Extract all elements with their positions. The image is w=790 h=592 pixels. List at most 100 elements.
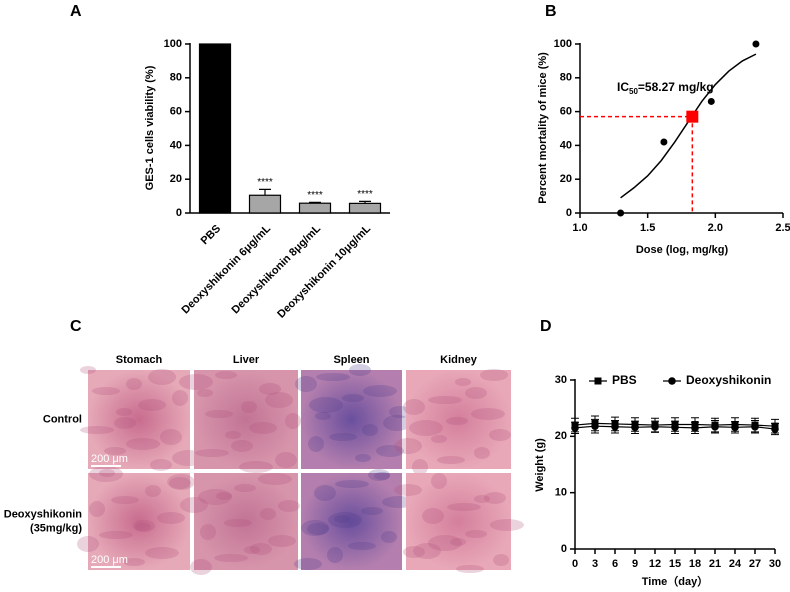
panel-label: A: [70, 3, 82, 20]
tissue-texture: [389, 406, 411, 418]
tissue-texture: [234, 484, 256, 492]
tissue-texture: [455, 378, 471, 386]
tissue-texture: [180, 497, 208, 513]
y-tick-label: 40: [170, 139, 182, 151]
tissue-texture: [349, 364, 371, 376]
row-label: Deoxyshikonin: [4, 508, 83, 520]
ic50-guide: [580, 115, 694, 213]
tissue-texture: [275, 452, 297, 468]
y-axis-label: Weight (g): [534, 438, 546, 492]
tissue-texture: [307, 523, 329, 535]
tissue-texture: [431, 473, 447, 489]
tissue-texture: [205, 410, 233, 418]
histology-image: [301, 473, 402, 570]
x-tick-label: Deoxyshikonin 8μg/mL: [230, 222, 324, 316]
tissue-texture: [80, 426, 114, 434]
tissue-texture: [489, 429, 511, 441]
tissue-texture: [99, 531, 133, 539]
tissue-texture: [314, 485, 336, 501]
row-label: Control: [43, 413, 82, 425]
tissue-texture: [394, 484, 422, 496]
x-tick-label: 24: [729, 558, 742, 570]
tissue-texture: [465, 387, 487, 399]
x-axis-label: Dose (log, mg/kg): [636, 244, 729, 256]
column-label: Liver: [233, 354, 260, 366]
tissue-texture: [447, 503, 481, 511]
tissue-texture: [471, 408, 505, 420]
significance-label: ****: [357, 189, 373, 200]
ic50-annotation: IC50=58.27 mg/kg: [617, 80, 714, 96]
legend-marker: [668, 377, 676, 385]
tissue-texture: [216, 492, 232, 500]
tissue-texture: [403, 546, 425, 558]
tissue-texture: [241, 401, 257, 413]
tissue-texture: [215, 371, 237, 379]
x-tick-label: Deoxyshikonin 6μg/mL: [180, 222, 274, 316]
tissue-texture: [200, 524, 216, 540]
tissue-texture: [409, 420, 443, 436]
data-point: [671, 423, 679, 432]
tissue-texture: [394, 438, 422, 454]
y-tick-label: 60: [560, 106, 572, 118]
x-tick-label: 2.0: [708, 222, 723, 234]
tissue-texture: [301, 520, 329, 536]
column-label: Spleen: [333, 354, 369, 366]
panel-label: B: [545, 3, 557, 20]
data-point: [731, 423, 739, 432]
error-bar: [309, 201, 321, 204]
tissue-texture: [465, 530, 487, 538]
data-point: [711, 422, 719, 431]
ic50-value: =58.27 mg/kg: [638, 80, 714, 94]
x-axis-label: Time（day）: [642, 575, 708, 588]
x-tick-label: Deoxyshikonin 10μg/mL: [275, 222, 373, 320]
tissue-texture: [259, 383, 281, 395]
tissue-texture: [89, 501, 105, 517]
tissue-texture: [348, 542, 376, 550]
data-point: [707, 97, 715, 105]
tissue-texture: [231, 440, 253, 452]
data-point: [752, 40, 760, 48]
tissue-texture: [260, 508, 276, 520]
tissue-texture: [249, 422, 277, 434]
tissue-texture: [278, 500, 300, 512]
significance-label: ****: [307, 190, 323, 201]
tissue-texture: [309, 397, 343, 413]
tissue-texture: [89, 466, 123, 482]
tissue-texture: [244, 546, 260, 554]
tissue-texture: [490, 519, 524, 531]
data-point: [617, 209, 625, 217]
tissue-texture: [368, 469, 390, 481]
legend-label: PBS: [612, 373, 637, 387]
tissue-texture: [198, 489, 232, 505]
bar: [348, 202, 382, 214]
tissue-texture: [327, 547, 343, 563]
tissue-texture: [116, 408, 132, 416]
histology-image: [194, 473, 298, 570]
panel-label: C: [70, 318, 82, 335]
column-label: Stomach: [116, 354, 163, 366]
tissue-texture: [80, 366, 96, 374]
tissue-texture: [363, 385, 397, 397]
tissue-texture: [474, 447, 490, 459]
tissue-texture: [403, 399, 425, 415]
histology-image: [194, 370, 298, 469]
tissue-texture: [428, 396, 462, 404]
tissue-texture: [474, 495, 490, 503]
histology-image: [88, 370, 190, 469]
tissue-texture: [376, 445, 404, 457]
tissue-texture: [328, 512, 362, 528]
bar: [248, 194, 282, 214]
error-bar: [359, 200, 371, 204]
legend-label: Deoxyshikonin: [686, 373, 771, 387]
tissue-texture: [446, 417, 468, 425]
y-tick-label: 100: [554, 38, 572, 50]
tissue-texture: [157, 512, 185, 524]
tissue-texture: [190, 559, 212, 575]
tissue-texture: [114, 417, 136, 429]
tissue-texture: [214, 554, 248, 562]
y-tick-label: 80: [170, 72, 182, 84]
tissue-texture: [412, 459, 428, 475]
x-tick-label: 12: [649, 558, 661, 570]
tissue-texture: [265, 392, 293, 408]
